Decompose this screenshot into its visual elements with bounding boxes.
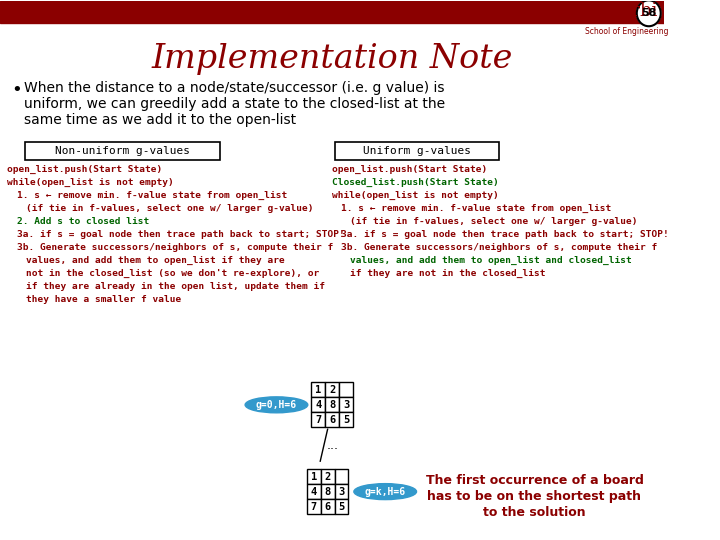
Ellipse shape [354, 484, 417, 500]
Text: School of Engineering: School of Engineering [585, 26, 669, 36]
Text: 1: 1 [315, 385, 322, 395]
Text: (if tie in f-values, select one w/ larger g-value): (if tie in f-values, select one w/ large… [26, 204, 313, 213]
Text: uniform, we can greedily add a state to the closed-list at the: uniform, we can greedily add a state to … [24, 97, 445, 111]
Bar [312, 413, 325, 427]
Bar [325, 397, 339, 413]
Text: not in the closed_list (so we don't re-explore), or: not in the closed_list (so we don't re-e… [26, 269, 319, 278]
Text: Uniform g-values: Uniform g-values [363, 146, 471, 156]
Text: 1. s ← remove min. f-value state from open_list: 1. s ← remove min. f-value state from op… [341, 204, 611, 213]
Text: open_list.push(Start State): open_list.push(Start State) [7, 165, 163, 174]
Bar [307, 484, 320, 499]
Text: 3a. if s = goal node then trace path back to start; STOP!: 3a. if s = goal node then trace path bac… [341, 230, 669, 239]
Bar [339, 382, 353, 397]
Text: 8: 8 [329, 400, 336, 410]
FancyBboxPatch shape [336, 142, 498, 160]
Text: they have a smaller f value: they have a smaller f value [26, 295, 181, 303]
Text: •: • [11, 81, 22, 99]
Bar [335, 499, 348, 514]
Text: ...: ... [326, 439, 338, 452]
Text: USC: USC [572, 2, 614, 21]
Bar [312, 397, 325, 413]
Text: 7: 7 [315, 415, 322, 425]
Text: 3a. if s = goal node then trace path back to start; STOP!: 3a. if s = goal node then trace path bac… [17, 230, 344, 239]
Text: 3: 3 [338, 487, 345, 497]
Bar [325, 413, 339, 427]
Text: g=k,H=6: g=k,H=6 [364, 487, 406, 497]
Text: 6: 6 [329, 415, 336, 425]
Text: When the distance to a node/state/successor (i.e. g value) is: When the distance to a node/state/succes… [24, 81, 444, 95]
Bar [339, 397, 353, 413]
Bar [339, 413, 353, 427]
Text: 4: 4 [310, 487, 317, 497]
Text: 58: 58 [641, 8, 657, 18]
Text: 4: 4 [315, 400, 322, 410]
Bar [312, 382, 325, 397]
Text: The first occurrence of a board: The first occurrence of a board [426, 474, 644, 487]
Text: Implementation Note: Implementation Note [151, 43, 513, 75]
Text: 2. Add s to closed list: 2. Add s to closed list [17, 217, 149, 226]
Text: Non-uniform g-values: Non-uniform g-values [55, 146, 190, 156]
Text: 5: 5 [343, 415, 349, 425]
Text: 1. s ← remove min. f-value state from open_list: 1. s ← remove min. f-value state from op… [17, 191, 287, 200]
FancyBboxPatch shape [25, 142, 220, 160]
Circle shape [636, 1, 661, 26]
Bar [320, 499, 335, 514]
Text: to the solution: to the solution [483, 506, 586, 519]
Text: 8: 8 [325, 487, 330, 497]
Text: 6: 6 [325, 502, 330, 511]
Ellipse shape [245, 397, 307, 413]
Text: Closed_list.push(Start State): Closed_list.push(Start State) [332, 178, 498, 187]
Bar [320, 469, 335, 484]
Bar [0, 1, 664, 23]
Text: 3: 3 [343, 400, 349, 410]
Text: same time as we add it to the open-list: same time as we add it to the open-list [24, 113, 296, 127]
Text: Viterbi: Viterbi [595, 2, 657, 21]
Text: if they are already in the open list, update them if: if they are already in the open list, up… [26, 282, 325, 291]
Text: values, and add them to open_list and closed_list: values, and add them to open_list and cl… [350, 255, 632, 265]
Text: 2: 2 [329, 385, 336, 395]
Text: 3b. Generate successors/neighbors of s, compute their f: 3b. Generate successors/neighbors of s, … [17, 242, 333, 252]
Text: has to be on the shortest path: has to be on the shortest path [428, 490, 642, 503]
Text: 7: 7 [310, 502, 317, 511]
Bar [307, 469, 320, 484]
Text: while(open_list is not empty): while(open_list is not empty) [332, 191, 498, 200]
Bar [307, 499, 320, 514]
Text: values, and add them to open_list if they are: values, and add them to open_list if the… [26, 255, 284, 265]
Bar [335, 469, 348, 484]
Text: while(open_list is not empty): while(open_list is not empty) [7, 178, 174, 187]
Text: 1: 1 [310, 471, 317, 482]
Bar [320, 484, 335, 499]
Text: if they are not in the closed_list: if they are not in the closed_list [350, 269, 546, 278]
Text: 2: 2 [325, 471, 330, 482]
Text: open_list.push(Start State): open_list.push(Start State) [332, 165, 487, 174]
Text: 3b. Generate successors/neighbors of s, compute their f: 3b. Generate successors/neighbors of s, … [341, 242, 657, 252]
Bar [325, 382, 339, 397]
Text: g=0,H=6: g=0,H=6 [256, 400, 297, 410]
Text: (if tie in f-values, select one w/ larger g-value): (if tie in f-values, select one w/ large… [350, 217, 638, 226]
Text: 5: 5 [338, 502, 345, 511]
Bar [335, 484, 348, 499]
